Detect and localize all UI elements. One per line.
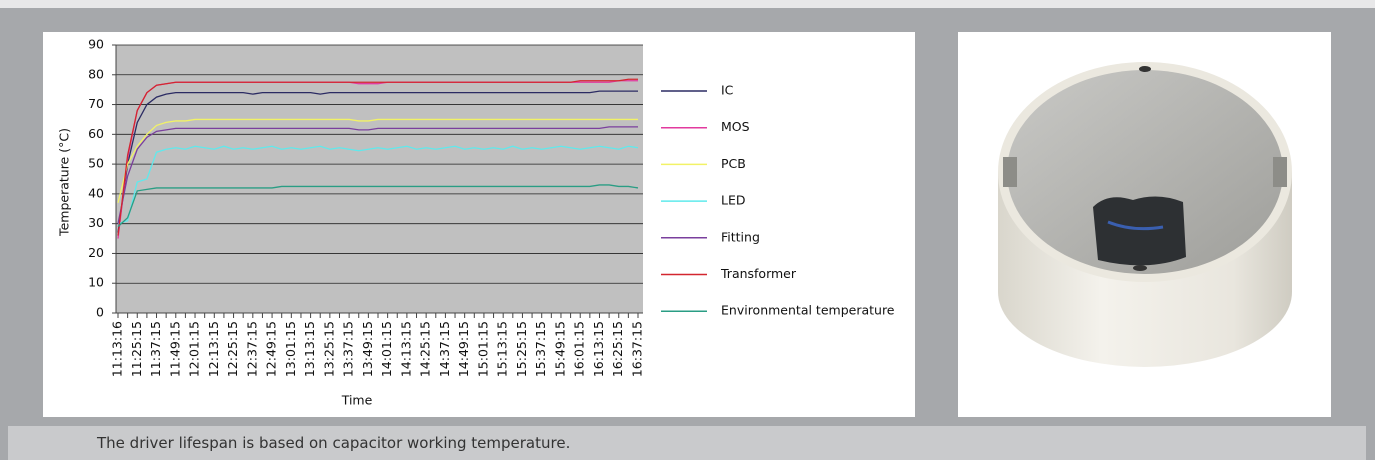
x-tick-label: 11:37:15 [148, 321, 163, 377]
x-tick-label: 11:25:15 [129, 321, 144, 377]
series-line [117, 126, 638, 224]
legend-label: Environmental temperature [721, 303, 895, 318]
x-tick-label: 15:13:15 [495, 321, 510, 377]
clip [1273, 157, 1287, 187]
x-tick-label: 12:13:15 [206, 321, 221, 377]
y-tick-label: 0 [96, 305, 104, 320]
x-tick-label: 16:25:15 [610, 321, 625, 377]
x-tick-label: 13:25:15 [321, 321, 336, 377]
y-tick-label: 90 [88, 37, 104, 52]
x-tick-label: 13:01:15 [283, 321, 298, 377]
x-tick-label: 12:25:15 [225, 321, 240, 377]
x-axis-label: Time [341, 393, 373, 408]
x-tick-label: 13:49:15 [360, 321, 375, 377]
x-tick-label: 12:01:15 [187, 321, 202, 377]
hole [1139, 66, 1151, 72]
series-line [117, 145, 639, 225]
y-axis-label: Temperature (°C) [57, 128, 72, 237]
chart-panel: Temperature (°C) Time 0 10 20 30 40 50 60 70 80 9… [43, 32, 915, 417]
plot-area [116, 45, 643, 313]
x-tick-label: 15:37:15 [533, 321, 548, 377]
y-tick-label: 50 [88, 156, 104, 171]
legend-label: IC [721, 83, 734, 98]
y-tick-label: 40 [88, 185, 104, 200]
x-tick-label: 14:13:15 [398, 321, 413, 377]
y-tick-label: 80 [88, 66, 104, 81]
x-tick-label: 15:01:15 [475, 321, 490, 377]
x-tick-label: 14:37:15 [437, 321, 452, 377]
legend-label: Fitting [721, 229, 760, 244]
x-tick-label: 13:13:15 [302, 321, 317, 377]
product-photo [998, 62, 1292, 367]
y-tick-label: 10 [88, 275, 104, 290]
photo-panel [958, 32, 1331, 417]
x-tick-label: 13:37:15 [341, 321, 356, 377]
x-tick-label: 14:49:15 [456, 321, 471, 377]
series-line [117, 78, 638, 236]
caption: The driver lifespan is based on capacito… [97, 434, 571, 452]
legend-label: PCB [721, 156, 746, 171]
top-band [0, 0, 1375, 8]
legend-label: MOS [721, 119, 750, 134]
x-tick-label: 12:49:15 [264, 321, 279, 377]
x-tick-label: 11:49:15 [167, 321, 182, 377]
opening [1093, 196, 1186, 266]
y-tick-label: 20 [88, 245, 104, 260]
x-tick-label: 16:13:15 [591, 321, 606, 377]
caption-band [8, 426, 1366, 460]
y-tick-label: 70 [88, 96, 104, 111]
clip [1003, 157, 1017, 187]
x-tick-label: 15:25:15 [514, 321, 529, 377]
series-line [117, 118, 638, 203]
y-tick-label: 60 [88, 126, 104, 141]
hole [1133, 265, 1147, 271]
legend-label: Transformer [720, 266, 797, 281]
x-tick-label: 14:25:15 [418, 321, 433, 377]
legend-label: LED [721, 193, 746, 208]
x-tick-label: 16:37:15 [630, 321, 645, 377]
plate [1007, 70, 1283, 274]
chart: Temperature (°C) Time 0 10 20 30 40 50 60 70 80 9… [57, 37, 895, 408]
x-tick-label: 15:49:15 [552, 321, 567, 377]
series-line [117, 90, 638, 233]
x-tick-label: 16:01:15 [572, 321, 587, 377]
x-tick-label: 12:37:15 [244, 321, 259, 377]
x-tick-label: 11:13:16 [110, 321, 125, 377]
y-tick-label: 30 [88, 215, 104, 230]
series-line [117, 184, 639, 228]
wire [1107, 220, 1164, 231]
x-tick-label: 14:01:15 [379, 321, 394, 377]
